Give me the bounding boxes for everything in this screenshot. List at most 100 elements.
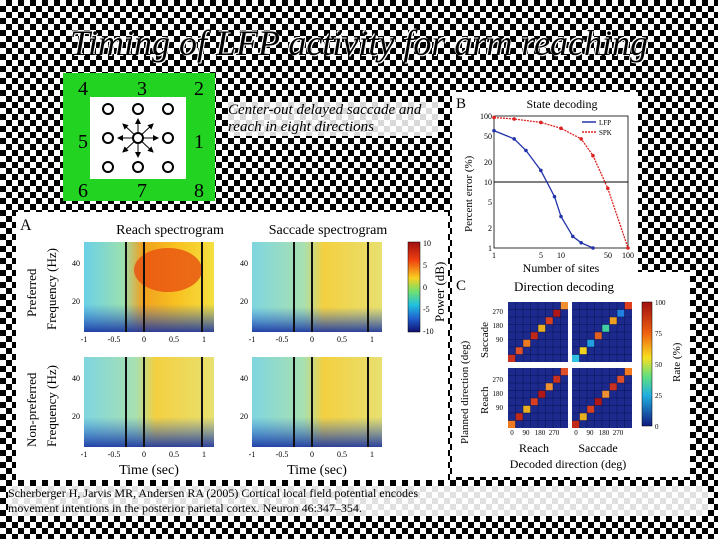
target-ring [102, 132, 114, 144]
citation-line-2: movement intentions in the posterior par… [8, 501, 362, 515]
tick: 0 [574, 429, 578, 437]
data-point-spk [539, 120, 543, 125]
xtick: -0.5 [108, 450, 121, 459]
tick: 270 [493, 376, 504, 384]
xtick: 1 [370, 335, 374, 344]
confusion-cell [594, 398, 602, 406]
data-point-lfp [524, 148, 528, 153]
confusion-cell [515, 347, 523, 355]
task-caption: Center-out delayed saccade and reach in … [228, 102, 438, 136]
confusion-cell [560, 368, 568, 376]
legend-label-lfp: LFP [599, 119, 611, 127]
confusion-cell [523, 405, 531, 413]
xtick: -1 [81, 335, 88, 344]
confusion-cell [538, 324, 546, 332]
confusion-cell [617, 375, 625, 383]
xtick: -1 [81, 450, 88, 459]
target-ring [102, 161, 114, 173]
confusion-cell [545, 383, 553, 391]
colorbar-tick: 75 [655, 330, 663, 338]
confusion-cell [523, 339, 531, 347]
ytick: 5 [488, 198, 492, 207]
colorbar [641, 301, 653, 427]
confusion-cell [553, 375, 561, 383]
ytick: 20 [484, 158, 492, 167]
tick: 180 [493, 322, 504, 330]
target-ring [162, 132, 174, 144]
xtick: -0.5 [276, 335, 289, 344]
colorbar-tick: -5 [423, 305, 430, 314]
tick: 270 [549, 429, 560, 437]
panel-c-letter: C [456, 278, 466, 294]
colorbar-tick: 100 [655, 299, 666, 307]
tick: 180 [493, 390, 504, 398]
data-point-lfp [579, 240, 583, 245]
xtick: 0.5 [337, 450, 347, 459]
panel-b-state-decoding: B State decoding 100 50 20 10 5 2 1 1 5 … [452, 92, 638, 278]
confusion-cell [587, 339, 595, 347]
xtick: 1 [202, 335, 206, 344]
panel-c-title: Direction decoding [514, 279, 614, 294]
target-ring [132, 161, 144, 173]
data-point-lfp [512, 137, 516, 141]
target-number-2: 2 [194, 78, 204, 100]
confusion-cell [553, 309, 561, 317]
target-ring [162, 103, 174, 115]
confusion-cell [538, 390, 546, 398]
xlabel-saccade: Time (sec) [287, 463, 347, 478]
data-point-spk [492, 115, 496, 120]
tick: 180 [599, 429, 610, 437]
target-number-1: 1 [194, 131, 204, 153]
panel-c-ylabel-outer: Planned direction (deg) [459, 340, 471, 444]
xtick: -1 [249, 335, 256, 344]
tick: 0 [510, 429, 514, 437]
ytick: 40 [240, 374, 248, 383]
confusion-cell [587, 405, 595, 413]
target-number-5: 5 [78, 131, 88, 153]
colorbar-label: Rate (%) [671, 342, 683, 382]
confusion-cell [530, 398, 538, 406]
xtick: 1 [202, 450, 206, 459]
citation-line-1: Scherberger H, Jarvis MR, Andersen RA (2… [8, 486, 419, 500]
ytick: 20 [72, 412, 80, 421]
xtick: 0 [310, 450, 314, 459]
ytick: 40 [72, 374, 80, 383]
data-point-lfp [559, 214, 563, 219]
confusion-cell [560, 302, 568, 310]
row-label-saccade: Saccade [479, 322, 491, 358]
xtick: 0 [142, 450, 146, 459]
xtick: 5 [539, 251, 543, 260]
confusion-cell [617, 309, 625, 317]
xtick: -1 [249, 450, 256, 459]
target-number-3: 3 [137, 78, 147, 100]
panel-b-letter: B [456, 96, 466, 112]
ytick: 2 [488, 224, 492, 233]
ytick: 40 [240, 259, 248, 268]
xtick: 10 [557, 251, 565, 260]
tick: 90 [496, 404, 504, 412]
xtick: -0.5 [276, 450, 289, 459]
citation: Scherberger H, Jarvis MR, Andersen RA (2… [8, 486, 708, 516]
panel-b-svg: B State decoding 100 50 20 10 5 2 1 1 5 … [456, 96, 634, 275]
data-point-lfp [552, 194, 557, 199]
col-label-saccade: Saccade [578, 441, 617, 455]
data-point-spk [626, 246, 630, 250]
colorbar-tick: 5 [423, 261, 427, 270]
legend-label-spk: SPK [599, 129, 612, 137]
fixation-ring [132, 132, 144, 144]
confusion-cell [579, 347, 587, 355]
xlabel-reach: Time (sec) [119, 463, 179, 478]
target-number-7: 7 [137, 180, 147, 202]
xtick: 100 [622, 251, 634, 260]
tick: 90 [523, 429, 531, 437]
confusion-cell [602, 390, 610, 398]
colorbar-tick: 25 [655, 392, 663, 400]
target-ring [132, 103, 144, 115]
panel-a-spectrograms: A Reach spectrogram Saccade spectrogram … [16, 212, 448, 480]
xtick: 1 [370, 450, 374, 459]
ytick: 20 [240, 412, 248, 421]
colorbar-label: Power (dB) [432, 262, 447, 322]
xtick: 0 [142, 335, 146, 344]
ytick: 20 [72, 297, 80, 306]
target-ring [162, 161, 174, 173]
